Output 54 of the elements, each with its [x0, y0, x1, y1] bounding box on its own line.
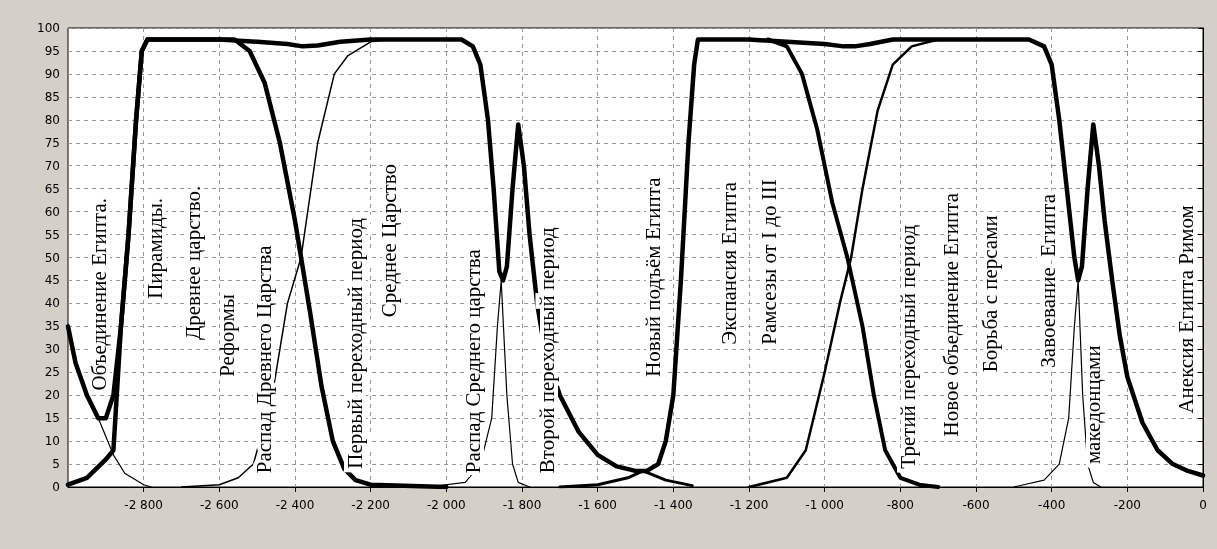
- y-tick-label: 75: [44, 135, 60, 150]
- annotation: Экспансия Египта: [716, 181, 741, 345]
- y-tick-label: 5: [52, 457, 60, 472]
- annotation: Реформы: [214, 294, 239, 377]
- annotation: Распад Среднего царства: [461, 248, 486, 474]
- annotation: Объединение Египта.: [86, 197, 111, 391]
- annotation: Распад Древнего Царства: [252, 244, 277, 474]
- annotation: Анексия Египта Римом: [1173, 205, 1198, 414]
- x-tick-label: -600: [962, 498, 990, 512]
- y-tick-label: 70: [44, 158, 60, 173]
- y-tick-label: 95: [44, 43, 60, 58]
- y-tick-label: 15: [44, 411, 60, 426]
- annotation: Новое объединение Египта: [939, 192, 964, 437]
- annotation: македонцами: [1080, 345, 1105, 465]
- annotation: Третий переходный период: [895, 224, 920, 469]
- annotation: Первый переходный период: [343, 217, 368, 469]
- x-tick-label: -2 200: [351, 498, 391, 512]
- x-tick-label: -1 200: [729, 498, 769, 512]
- y-tick-label: 85: [44, 89, 60, 104]
- annotation: Рамсезы от I до III: [757, 179, 782, 345]
- x-tick-label: -2 600: [199, 498, 239, 512]
- y-tick-label: 65: [44, 181, 60, 196]
- y-tick-label: 40: [44, 296, 60, 311]
- y-tick-label: 60: [44, 204, 60, 219]
- annotation: Пирамиды.: [143, 198, 168, 299]
- annotation: Второй переходный период: [534, 226, 559, 474]
- y-tick-label: 20: [44, 388, 60, 403]
- y-tick-label: 90: [44, 66, 60, 81]
- y-tick-label: 55: [44, 227, 60, 242]
- annotation: Среднее Царство: [377, 164, 402, 318]
- y-tick-label: 50: [44, 250, 60, 265]
- x-tick-label: -2 800: [124, 498, 164, 512]
- annotation: Новый подъём Египта: [640, 176, 665, 377]
- x-tick-label: -2 000: [426, 498, 466, 512]
- x-tick-label: -2 400: [275, 498, 315, 512]
- x-tick-label: -400: [1038, 498, 1066, 512]
- y-tick-label: 0: [52, 480, 60, 494]
- annotation: Борьба с персами: [977, 215, 1002, 373]
- x-tick-label: -200: [1113, 498, 1141, 512]
- y-tick-label: 25: [44, 365, 60, 380]
- x-tick-label: -1 000: [805, 498, 845, 512]
- annotation: Древнее царство.: [180, 185, 205, 341]
- y-tick-label: 10: [44, 434, 60, 449]
- y-tick-label: 100: [37, 21, 60, 35]
- x-tick-label: -1 400: [653, 498, 693, 512]
- y-tick-label: 45: [44, 273, 60, 288]
- x-tick-label: 0: [1199, 498, 1207, 512]
- x-tick-label: -1 800: [502, 498, 542, 512]
- y-tick-label: 30: [44, 342, 60, 357]
- x-tick-label: -800: [886, 498, 914, 512]
- x-tick-label: -1 600: [578, 498, 618, 512]
- annotation: Завоевание Египта: [1035, 193, 1060, 368]
- y-tick-label: 35: [44, 319, 60, 334]
- y-tick-label: 80: [44, 112, 60, 127]
